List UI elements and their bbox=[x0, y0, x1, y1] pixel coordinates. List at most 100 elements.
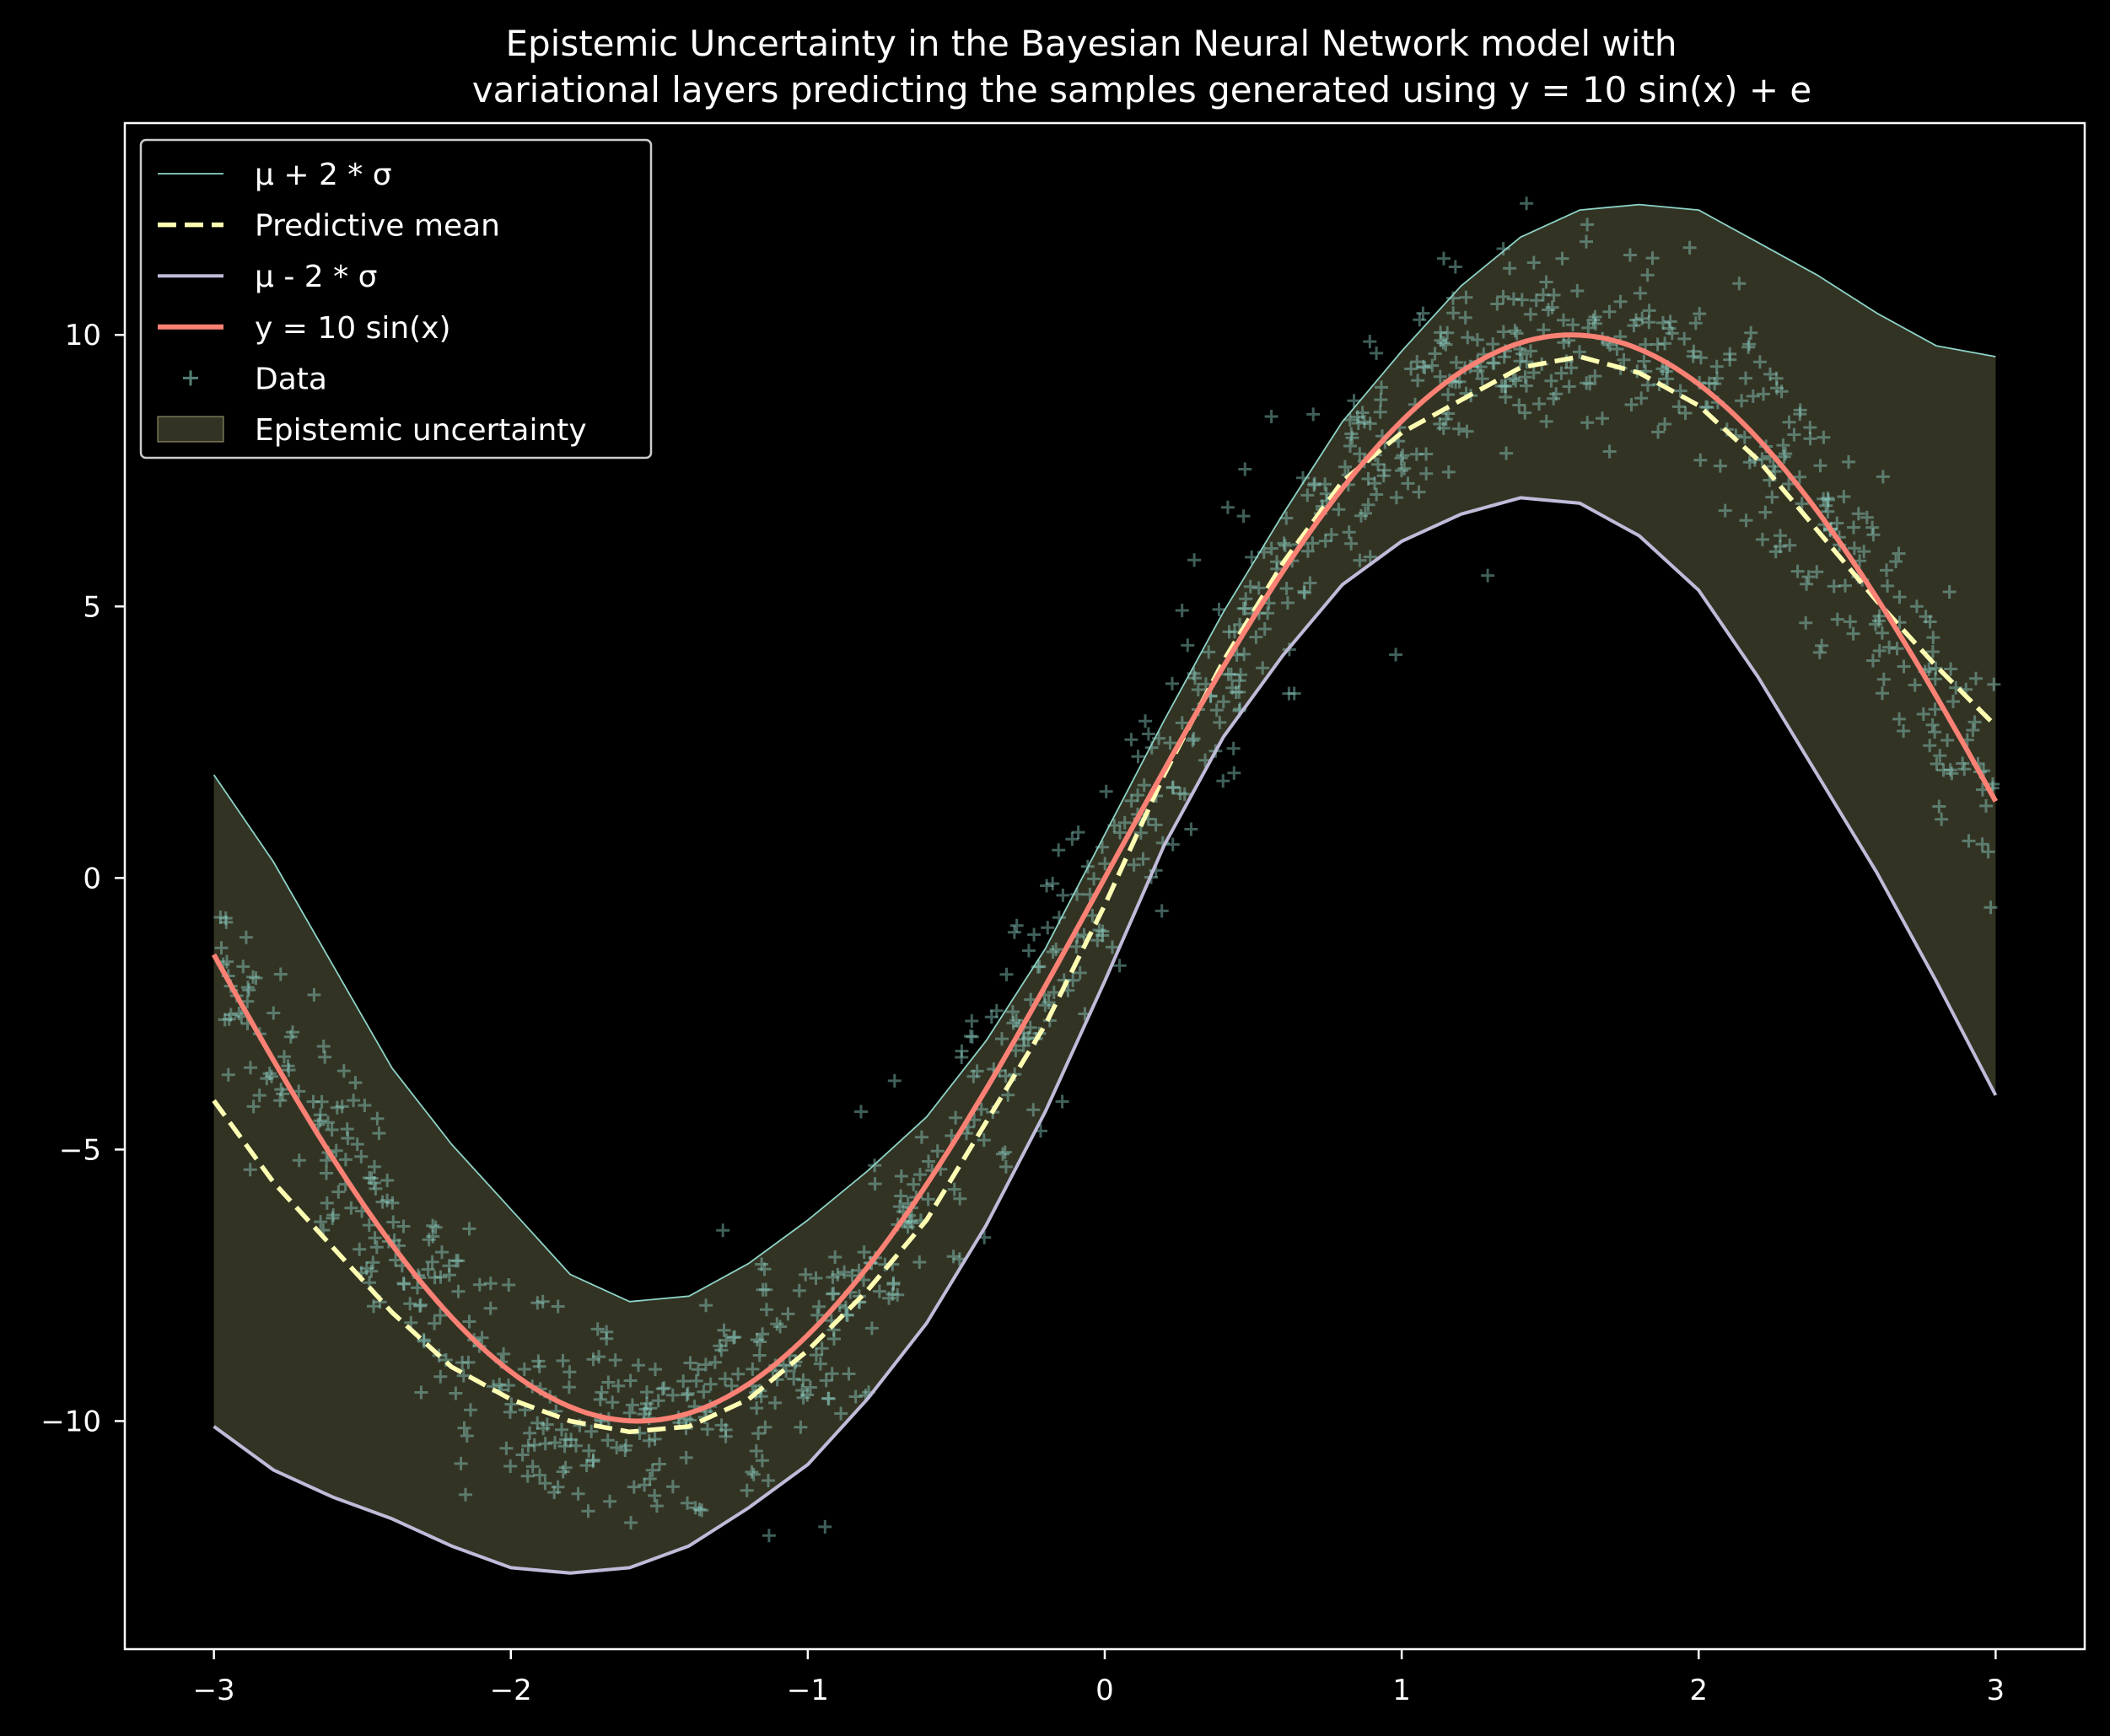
data-point bbox=[955, 1044, 969, 1058]
data-point bbox=[1830, 516, 1844, 530]
data-point bbox=[1021, 1030, 1036, 1045]
data-point bbox=[1434, 333, 1448, 347]
data-point bbox=[1297, 584, 1311, 599]
data-point bbox=[1758, 505, 1773, 519]
data-point bbox=[1425, 358, 1440, 373]
data-point bbox=[1355, 406, 1370, 420]
data-point bbox=[606, 1395, 620, 1410]
legend-entry: Epistemic uncertainty bbox=[157, 413, 587, 448]
data-point bbox=[531, 1354, 546, 1368]
data-point bbox=[1737, 430, 1752, 444]
data-point bbox=[428, 1220, 443, 1234]
data-point bbox=[1234, 668, 1248, 682]
data-point bbox=[1515, 347, 1529, 361]
data-point bbox=[1344, 536, 1359, 551]
data-point bbox=[1617, 352, 1631, 367]
data-point bbox=[1351, 417, 1365, 430]
x-tick-label: 1 bbox=[1392, 1674, 1411, 1707]
data-point bbox=[1555, 251, 1569, 266]
data-point bbox=[1564, 361, 1579, 375]
data-point bbox=[1278, 539, 1292, 552]
data-point bbox=[627, 1480, 641, 1494]
data-point bbox=[984, 1010, 998, 1024]
data-point bbox=[1226, 741, 1241, 755]
data-point bbox=[1925, 718, 1940, 732]
data-point bbox=[1810, 565, 1824, 579]
epistemic-uncertainty-band bbox=[213, 204, 1996, 1573]
data-point bbox=[1547, 391, 1561, 406]
data-point bbox=[618, 1443, 632, 1457]
data-point bbox=[1739, 513, 1753, 528]
data-point bbox=[1639, 337, 1653, 352]
data-point bbox=[740, 1483, 754, 1497]
data-point bbox=[809, 1271, 823, 1285]
data-point bbox=[1436, 336, 1451, 350]
data-point bbox=[794, 1420, 808, 1434]
data-point bbox=[946, 1250, 961, 1264]
data-point bbox=[1264, 410, 1278, 423]
data-point bbox=[713, 1339, 727, 1353]
data-point bbox=[472, 1277, 487, 1292]
data-point bbox=[1486, 356, 1500, 370]
data-point bbox=[1830, 612, 1844, 626]
y-tick-label: 10 bbox=[65, 319, 101, 352]
data-point bbox=[523, 1426, 537, 1440]
data-point bbox=[1220, 500, 1235, 514]
data-point bbox=[1186, 734, 1200, 748]
data-point bbox=[1549, 387, 1564, 401]
data-point bbox=[286, 1025, 299, 1040]
data-point bbox=[1642, 304, 1656, 318]
data-point bbox=[1655, 362, 1670, 376]
data-point bbox=[1243, 579, 1257, 594]
data-point bbox=[1065, 832, 1079, 847]
data-point bbox=[451, 1284, 466, 1298]
data-point bbox=[1238, 462, 1252, 476]
data-point bbox=[1766, 460, 1780, 474]
data-point bbox=[1688, 316, 1703, 331]
data-point bbox=[454, 1456, 468, 1470]
data-point bbox=[692, 1502, 707, 1517]
data-point bbox=[996, 1147, 1009, 1161]
data-point bbox=[903, 1214, 918, 1228]
data-point bbox=[1520, 196, 1534, 211]
data-point bbox=[1580, 218, 1595, 232]
x-tick-label: 2 bbox=[1689, 1674, 1708, 1707]
data-point bbox=[1763, 367, 1777, 381]
data-point bbox=[1925, 645, 1940, 658]
data-point bbox=[242, 983, 256, 997]
data-point bbox=[315, 1094, 329, 1109]
data-point bbox=[260, 1072, 274, 1086]
data-point bbox=[1009, 1013, 1024, 1028]
data-point bbox=[882, 1291, 896, 1305]
data-point bbox=[503, 1405, 517, 1419]
data-point bbox=[316, 1040, 331, 1053]
data-point bbox=[757, 1262, 772, 1276]
data-point bbox=[540, 1417, 554, 1432]
data-point bbox=[1842, 454, 1855, 469]
data-point bbox=[367, 1299, 380, 1314]
data-point bbox=[569, 1438, 583, 1453]
data-point bbox=[1350, 410, 1365, 424]
chart-title-line-2: variational layers predicting the sample… bbox=[472, 69, 1811, 110]
data-point bbox=[603, 1494, 617, 1508]
data-point bbox=[1232, 674, 1246, 688]
data-point bbox=[619, 1438, 633, 1453]
data-point bbox=[623, 1373, 638, 1388]
data-point bbox=[1942, 585, 1957, 599]
data-point bbox=[1943, 763, 1957, 777]
data-point bbox=[1673, 384, 1687, 398]
data-point bbox=[538, 1437, 552, 1451]
data-point bbox=[369, 1181, 383, 1196]
data-point bbox=[1735, 394, 1749, 408]
data-point bbox=[367, 1176, 381, 1190]
data-point bbox=[1433, 369, 1447, 384]
data-point bbox=[1237, 647, 1251, 661]
data-point bbox=[1117, 815, 1132, 830]
data-point bbox=[689, 1373, 703, 1388]
data-point bbox=[1136, 852, 1150, 866]
data-point bbox=[1261, 606, 1275, 621]
data-point bbox=[1439, 412, 1453, 427]
data-point bbox=[520, 1469, 535, 1483]
data-point bbox=[1880, 563, 1893, 578]
